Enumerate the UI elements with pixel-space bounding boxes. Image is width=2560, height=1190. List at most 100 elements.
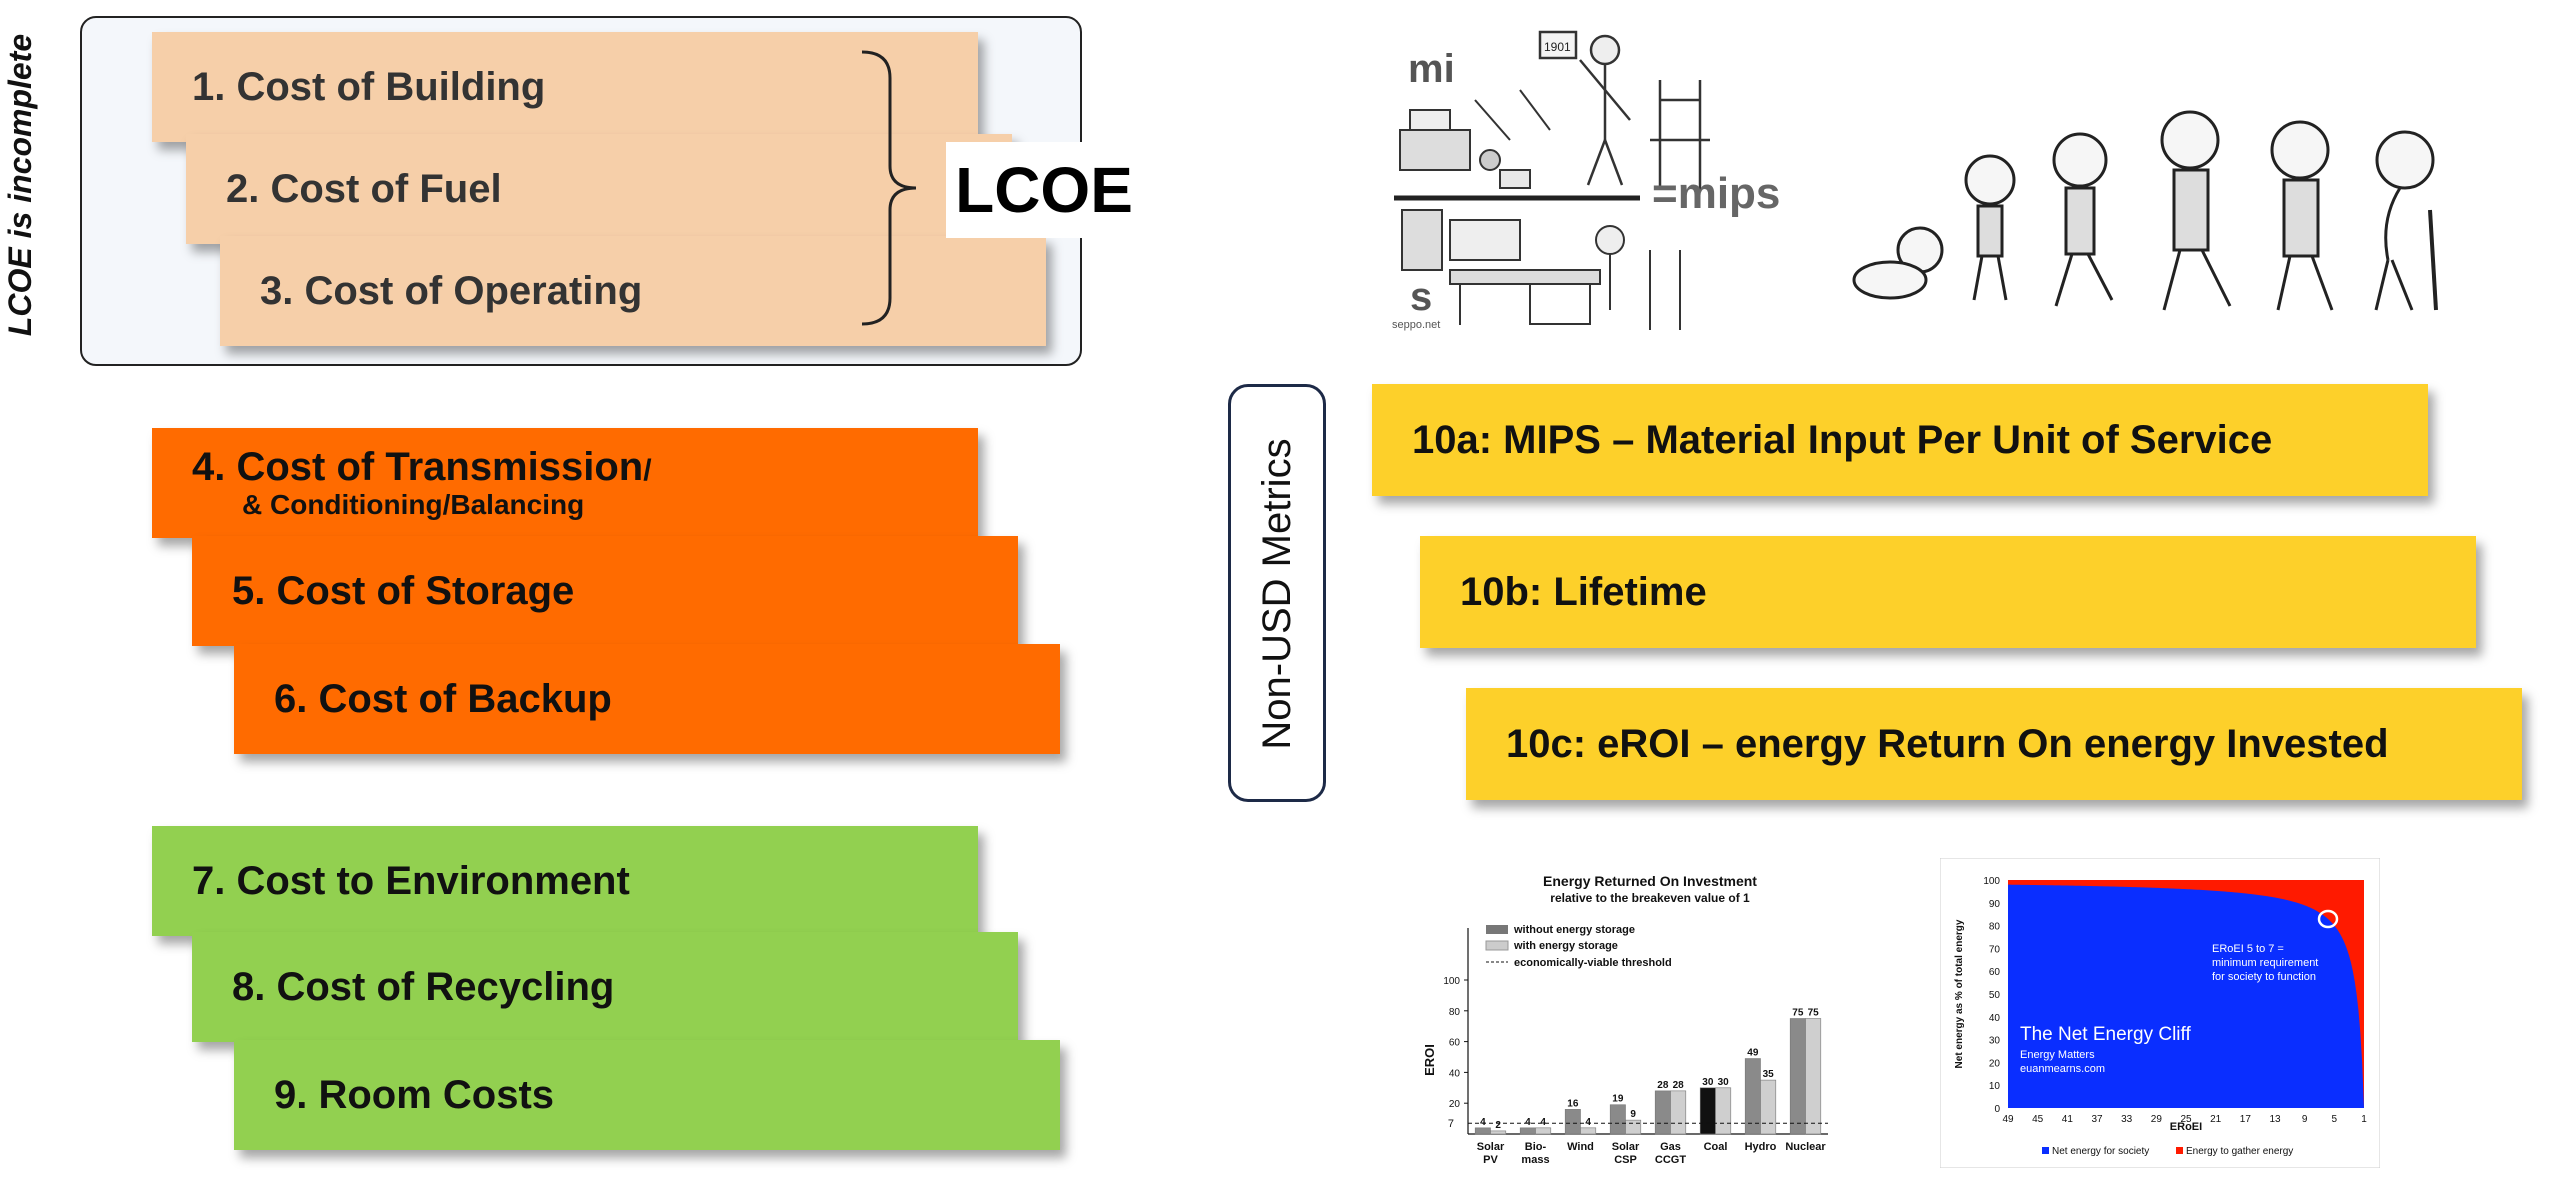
eroi-ytick-label: 100 — [1443, 976, 1460, 987]
net-annotation-line1: ERoEI 5 to 7 = — [2212, 943, 2284, 955]
metric-eroi-label: 10c: eROI – energy Return On energy Inve… — [1506, 721, 2389, 766]
eroi-bar-value: 75 — [1808, 1008, 1820, 1019]
cost-operating-label: 3. Cost of Operating — [260, 268, 643, 313]
book-icon — [1401, 209, 1443, 271]
net-legend-gather: Energy to gather energy — [2186, 1146, 2293, 1157]
net-ytick-label: 100 — [1983, 876, 2000, 887]
eroi-threshold-label: 7 — [1448, 1118, 1454, 1130]
eroi-legend-without: without energy storage — [1513, 924, 1635, 936]
net-ytick-label: 10 — [1989, 1081, 2001, 1092]
eroi-chart-title: Energy Returned On Investment — [1543, 873, 1757, 889]
eroi-bar-value: 19 — [1612, 1094, 1624, 1105]
eroi-category-label: Gas — [1660, 1141, 1681, 1153]
net-xtick-label: 1 — [2361, 1114, 2367, 1125]
room-costs-box: 9. Room Costs — [234, 1040, 1060, 1150]
elderly-icon — [2374, 130, 2438, 311]
eroi-bar-value: 2 — [1495, 1120, 1501, 1131]
eroi-bar-without — [1474, 1127, 1491, 1135]
eroi-chart: Energy Returned On Investment relative t… — [1422, 873, 1828, 1166]
net-xtick-label: 49 — [2002, 1114, 2014, 1125]
side-label: LCOE is incomplete — [2, 33, 38, 337]
eroi-category-label: Coal — [1704, 1141, 1728, 1153]
eroi-bar-value: 4 — [1525, 1117, 1531, 1128]
eroi-category-label: Bio- — [1525, 1141, 1547, 1153]
lcoe-label: LCOE — [946, 142, 1142, 238]
man-with-sign-icon — [1538, 30, 1631, 186]
eroi-bar-with — [1490, 1130, 1507, 1135]
net-ytick-label: 60 — [1989, 967, 2001, 978]
eroi-legend-swatch-with — [1485, 940, 1509, 951]
eroi-bar-value: 4 — [1585, 1117, 1591, 1128]
net-ytick-label: 80 — [1989, 922, 2001, 933]
eroi-bar-value: 4 — [1480, 1117, 1486, 1128]
eroi-bar-without — [1564, 1109, 1581, 1135]
net-xtick-label: 17 — [2240, 1114, 2252, 1125]
eroi-ytick-label: 60 — [1449, 1038, 1461, 1049]
net-legend-swatch-gather — [2176, 1147, 2183, 1154]
eroi-legend-threshold: economically-viable threshold — [1514, 957, 1672, 969]
eroi-chart-subtitle: relative to the breakeven value of 1 — [1550, 891, 1750, 905]
eroi-ytick-label: 40 — [1449, 1068, 1461, 1079]
cost-transmission-label: 4. Cost of Transmission — [192, 445, 644, 489]
eroi-bar-without — [1519, 1127, 1536, 1135]
eroi-category-label: Nuclear — [1785, 1141, 1826, 1153]
eroi-bar-without — [1654, 1090, 1671, 1135]
cost-storage-box: 5. Cost of Storage — [192, 536, 1018, 646]
non-usd-frame — [1228, 384, 1326, 802]
eroi-bar-with — [1625, 1119, 1642, 1135]
net-xtick-label: 37 — [2091, 1114, 2103, 1125]
net-chart-line2: Energy Matters — [2020, 1049, 2095, 1061]
metric-mips-box: 10a: MIPS – Material Input Per Unit of S… — [1372, 384, 2428, 496]
net-annotation-line3: for society to function — [2212, 971, 2316, 983]
net-xtick-label: 29 — [2151, 1114, 2163, 1125]
eroi-bar-value: 16 — [1567, 1098, 1579, 1109]
net-ytick-label: 30 — [1989, 1036, 2001, 1047]
net-chart-line3: euanmearns.com — [2020, 1063, 2105, 1075]
eroi-ytick-label: 80 — [1449, 1007, 1461, 1018]
eroi-legend-with: with energy storage — [1513, 940, 1618, 952]
eroi-category-label: Wind — [1567, 1141, 1594, 1153]
eroi-highlight-circle — [2317, 909, 2339, 929]
eroi-bar-with — [1535, 1127, 1552, 1135]
eroi-bar-value: 9 — [1630, 1109, 1636, 1120]
eroi-category-label: CSP — [1614, 1154, 1637, 1166]
net-ytick-label: 0 — [1994, 1104, 2000, 1115]
adult-icon — [2160, 110, 2232, 311]
cost-building-label: 1. Cost of Building — [192, 64, 546, 109]
net-energy-chart: 0 10 20 30 40 50 60 70 80 90 100 49 45 41 37 33 29 25 21 1… — [1940, 858, 2380, 1168]
net-xtick-label: 45 — [2032, 1114, 2044, 1125]
net-xtick-label: 9 — [2302, 1114, 2308, 1125]
eroi-bar-with — [1805, 1018, 1822, 1135]
cost-transmission-box: 4. Cost of Transmission/ & Conditioning/… — [152, 428, 978, 538]
office-desk-icon — [1449, 219, 1681, 330]
cost-conditioning-label: & Conditioning/Balancing — [242, 489, 585, 520]
metric-lifetime-box: 10b: Lifetime — [1420, 536, 2476, 648]
eroi-bar-value: 75 — [1792, 1008, 1804, 1019]
mips-result: =mips — [1652, 169, 1780, 218]
net-ytick-label: 70 — [1989, 944, 2001, 955]
eroi-bar-value: 30 — [1702, 1077, 1714, 1088]
net-legend-net: Net energy for society — [2052, 1146, 2149, 1157]
lcoe-brace — [861, 50, 917, 326]
pile-of-materials-icon — [1399, 89, 1551, 189]
eroi-ylabel: EROI — [1422, 1044, 1437, 1076]
eroi-bar-with — [1580, 1127, 1597, 1135]
metric-mips-label: 10a: MIPS – Material Input Per Unit of S… — [1412, 417, 2273, 462]
eroi-category-label: CCGT — [1655, 1154, 1686, 1166]
year-sign-text: 1901 — [1544, 40, 1571, 54]
net-energy-net-area — [2008, 884, 2364, 1108]
eroi-bar-with — [1670, 1090, 1687, 1135]
chair-icon — [1650, 80, 1710, 190]
metric-lifetime-label: 10b: Lifetime — [1460, 569, 1707, 614]
net-ytick-label: 50 — [1989, 990, 2001, 1001]
eroi-legend-swatch-without — [1486, 925, 1508, 934]
eroi-category-label: PV — [1483, 1154, 1498, 1166]
net-xtick-label: 5 — [2332, 1114, 2338, 1125]
non-usd-label: Non-USD Metrics — [1255, 438, 1299, 750]
net-ytick-label: 40 — [1989, 1013, 2001, 1024]
mips-numerator: mi — [1408, 47, 1455, 91]
net-annotation-line2: minimum requirement — [2212, 957, 2318, 969]
cost-fuel-box: 2. Cost of Fuel — [186, 134, 1012, 244]
eroi-bar-value: 49 — [1747, 1048, 1759, 1059]
cost-backup-box: 6. Cost of Backup — [234, 644, 1060, 754]
